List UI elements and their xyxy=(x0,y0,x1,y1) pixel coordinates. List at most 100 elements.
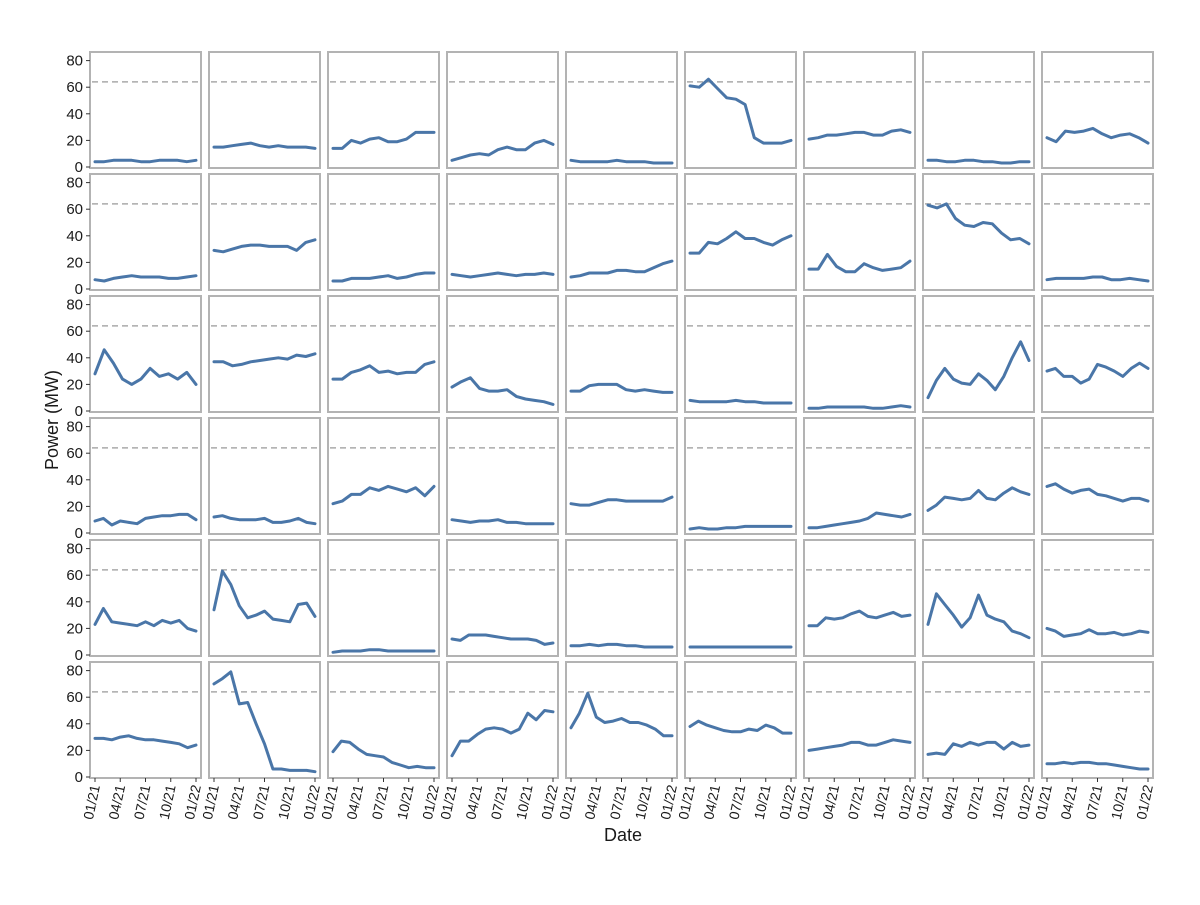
y-tick-label: 20 xyxy=(66,498,83,515)
x-tick-label: 01/21 xyxy=(556,783,579,821)
series-line xyxy=(569,691,674,738)
panel-frame xyxy=(446,295,559,413)
panel-frame xyxy=(208,661,321,779)
panel-frame xyxy=(89,173,202,291)
panel-2-1: 0 20 40 60 80 xyxy=(66,173,202,298)
x-tick-label: 01/21 xyxy=(80,783,103,821)
panel-2-2 xyxy=(208,173,321,291)
series-line xyxy=(1045,760,1150,771)
series-line xyxy=(807,252,912,274)
series-line xyxy=(331,360,436,381)
panel-frame xyxy=(1041,295,1154,413)
panel-5-1: 0 20 40 60 80 xyxy=(66,539,202,664)
panel-frame xyxy=(565,417,678,535)
y-tick-label: 20 xyxy=(66,742,83,759)
series-line xyxy=(450,709,555,758)
series-line xyxy=(212,569,317,624)
x-tick-label: 07/21 xyxy=(1082,783,1105,821)
x-tick-label: 01/22 xyxy=(181,783,204,821)
panel-2-8 xyxy=(922,173,1035,291)
series-line xyxy=(807,128,912,141)
y-tick-label: 0 xyxy=(75,403,83,420)
y-tick-label: 60 xyxy=(66,323,83,340)
x-tick-label: 04/21 xyxy=(1057,783,1080,821)
panel-1-2 xyxy=(208,51,321,169)
panel-3-4 xyxy=(446,295,559,413)
panel-5-5 xyxy=(565,539,678,657)
series-line xyxy=(93,512,198,527)
series-line xyxy=(688,77,793,145)
panel-frame xyxy=(446,173,559,291)
y-tick-label: 80 xyxy=(66,663,83,680)
x-tick-label: 01/21 xyxy=(675,783,698,821)
panel-frame xyxy=(327,295,440,413)
y-tick-label: 60 xyxy=(66,201,83,218)
panel-6-4: 01/21 04/21 07/21 10/21 01/22 xyxy=(437,661,561,821)
panel-frame xyxy=(565,295,678,413)
panel-frame xyxy=(803,417,916,535)
panel-frame xyxy=(803,295,916,413)
panel-frame xyxy=(446,51,559,169)
y-tick-label: 40 xyxy=(66,350,83,367)
series-line xyxy=(926,158,1031,165)
x-tick-label: 04/21 xyxy=(343,783,366,821)
panel-3-8 xyxy=(922,295,1035,413)
panel-3-9 xyxy=(1041,295,1154,413)
panel-1-9 xyxy=(1041,51,1154,169)
x-tick-label: 01/22 xyxy=(776,783,799,821)
panel-frame xyxy=(208,417,321,535)
series-line xyxy=(93,348,198,386)
panel-4-7 xyxy=(803,417,916,535)
x-tick-label: 10/21 xyxy=(751,783,774,821)
x-tick-label: 01/21 xyxy=(794,783,817,821)
x-tick-label: 01/22 xyxy=(895,783,918,821)
x-tick-label: 04/21 xyxy=(105,783,128,821)
x-tick-label: 10/21 xyxy=(513,783,536,821)
x-tick-label: 10/21 xyxy=(156,783,179,821)
series-line xyxy=(926,740,1031,756)
y-tick-label: 60 xyxy=(66,567,83,584)
series-line xyxy=(1045,482,1150,503)
x-tick-label: 07/21 xyxy=(963,783,986,821)
series-line xyxy=(688,398,793,405)
panel-5-3 xyxy=(327,539,440,657)
x-tick-label: 07/21 xyxy=(487,783,510,821)
panel-5-9 xyxy=(1041,539,1154,657)
x-tick-label: 01/22 xyxy=(657,783,680,821)
panel-6-8: 01/21 04/21 07/21 10/21 01/22 xyxy=(913,661,1037,821)
y-tick-label: 80 xyxy=(66,53,83,70)
panel-4-5 xyxy=(565,417,678,535)
series-line xyxy=(450,518,555,526)
x-tick-label: 07/21 xyxy=(606,783,629,821)
panel-frame xyxy=(922,295,1035,413)
series-line xyxy=(212,141,317,150)
panel-3-6 xyxy=(684,295,797,413)
panel-1-3 xyxy=(327,51,440,169)
panel-frame xyxy=(89,417,202,535)
panel-6-3: 01/21 04/21 07/21 10/21 01/22 xyxy=(318,661,442,821)
series-line xyxy=(331,271,436,283)
panel-2-4 xyxy=(446,173,559,291)
panel-4-6 xyxy=(684,417,797,535)
series-line xyxy=(331,484,436,506)
series-line xyxy=(93,158,198,164)
x-tick-label: 07/21 xyxy=(249,783,272,821)
series-line xyxy=(569,158,674,165)
panel-frame xyxy=(684,51,797,169)
y-tick-label: 60 xyxy=(66,79,83,96)
x-tick-label: 10/21 xyxy=(632,783,655,821)
series-line xyxy=(212,514,317,526)
panel-3-1: 0 20 40 60 80 xyxy=(66,295,202,420)
series-line xyxy=(569,642,674,649)
x-tick-label: 07/21 xyxy=(130,783,153,821)
series-line xyxy=(926,340,1031,400)
y-tick-label: 80 xyxy=(66,297,83,314)
panel-frame xyxy=(1041,173,1154,291)
panel-frame xyxy=(1041,417,1154,535)
panel-6-9: 01/21 04/21 07/21 10/21 01/22 xyxy=(1032,661,1156,821)
series-line xyxy=(807,511,912,530)
panel-frame xyxy=(327,539,440,657)
panel-frame xyxy=(446,417,559,535)
